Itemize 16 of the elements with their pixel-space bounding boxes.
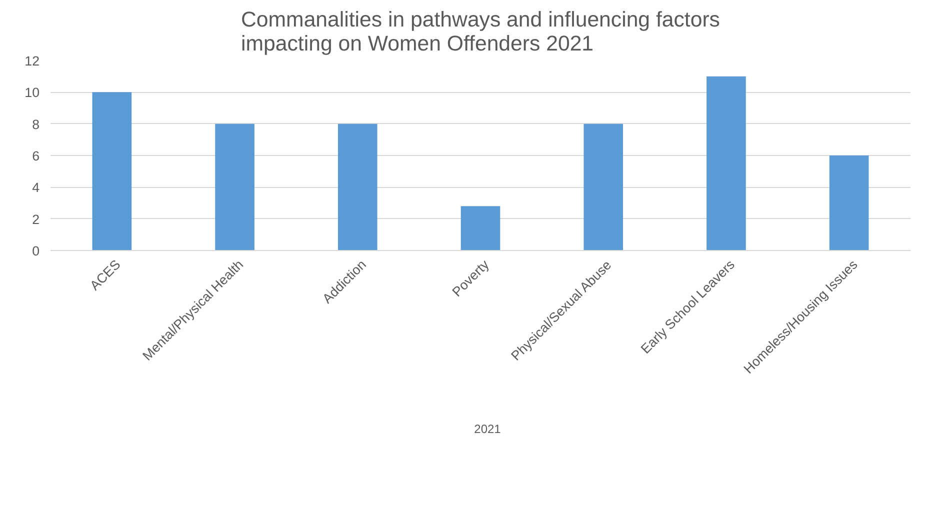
- y-tick-label: 6: [32, 148, 40, 164]
- text: 2021: [474, 422, 501, 436]
- y-tick-label: 2: [32, 212, 40, 227]
- bar: [706, 76, 746, 250]
- bar: [92, 92, 132, 250]
- bar: [460, 206, 500, 250]
- y-tick-label: 4: [32, 180, 40, 196]
- y-tick-label: 8: [32, 116, 40, 132]
- bar: [215, 124, 254, 250]
- bar: [829, 156, 869, 250]
- y-tick-label: 12: [24, 54, 40, 68]
- y-tick-label: 0: [32, 244, 40, 258]
- chart-title: Commanalities in pathways and influencing factors impacting on Women Offenders 2021: [241, 8, 720, 56]
- bar: [584, 124, 624, 250]
- y-tick-label: 10: [24, 85, 40, 100]
- bar: [338, 124, 378, 250]
